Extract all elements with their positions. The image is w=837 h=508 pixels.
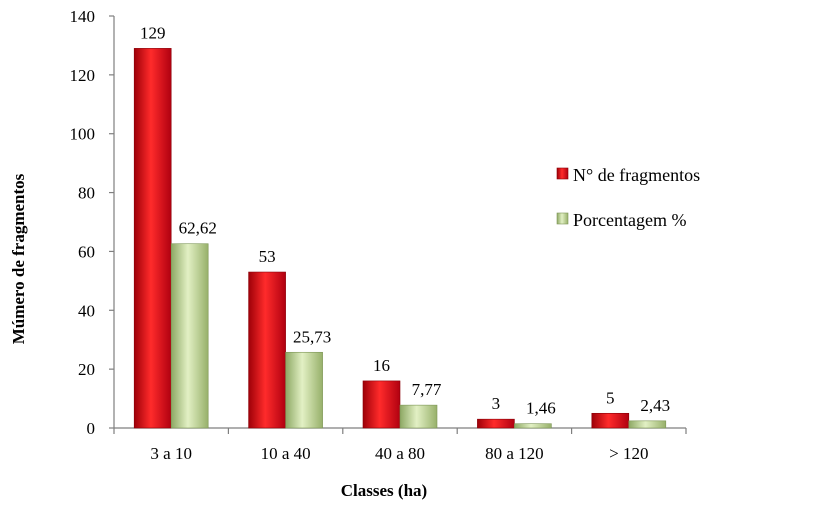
data-label-fragmentos: 129 (140, 23, 166, 42)
axes: 0 20 40 60 80 100 120 140 3 a 10 10 a 40 40 a 80 80… (70, 7, 687, 463)
data-label-porcentagem: 2,43 (640, 396, 670, 415)
y-axis-title: Múmero de fragmentos (9, 173, 28, 344)
bar-fragmentos (477, 418, 515, 429)
data-label-porcentagem: 25,73 (293, 327, 331, 346)
x-tick-label: 3 a 10 (150, 444, 192, 463)
legend-label-porcentagem: Porcentagem % (573, 210, 686, 230)
data-label-porcentagem: 7,77 (412, 380, 442, 399)
x-tick-label: 10 a 40 (261, 444, 311, 463)
y-tick-label: 100 (70, 125, 96, 144)
data-label-fragmentos: 53 (259, 247, 276, 266)
bar-porcentagem (514, 423, 552, 429)
bar-fragmentos (362, 380, 401, 429)
y-tick-label: 40 (78, 301, 95, 320)
x-tick-label: > 120 (609, 444, 648, 463)
bar-porcentagem (399, 404, 438, 429)
bar-fragmentos (248, 271, 286, 429)
bar-porcentagem (285, 351, 323, 429)
x-tick-label: 40 a 80 (375, 444, 425, 463)
legend-swatch-fragmentos (556, 167, 569, 180)
data-label-porcentagem: 62,62 (179, 219, 217, 238)
data-labels: 129 53 16 3 5 62,62 25,73 7,77 1,46 2,43 (140, 23, 670, 417)
data-label-fragmentos: 5 (606, 388, 615, 407)
y-tick-label: 60 (78, 242, 95, 261)
legend-swatch-porcentagem (556, 212, 569, 225)
y-tick-label: 140 (70, 7, 96, 26)
y-tick-label: 120 (70, 66, 96, 85)
y-tick-label: 20 (78, 360, 95, 379)
data-label-fragmentos: 3 (492, 394, 501, 413)
bars (133, 48, 667, 429)
x-tick-label: 80 a 120 (485, 444, 544, 463)
bar-fragmentos (133, 48, 172, 429)
data-label-fragmentos: 16 (373, 356, 390, 375)
bar-porcentagem (170, 243, 209, 429)
legend-label-fragmentos: N° de fragmentos (573, 165, 700, 185)
x-axis-title: Classes (ha) (341, 481, 427, 500)
y-tick-label: 0 (87, 419, 96, 438)
bar-fragmentos (591, 412, 630, 429)
bar-porcentagem (628, 420, 667, 429)
y-tick-label: 80 (78, 184, 95, 203)
legend: N° de fragmentos Porcentagem % (556, 165, 700, 230)
data-label-porcentagem: 1,46 (526, 399, 556, 418)
